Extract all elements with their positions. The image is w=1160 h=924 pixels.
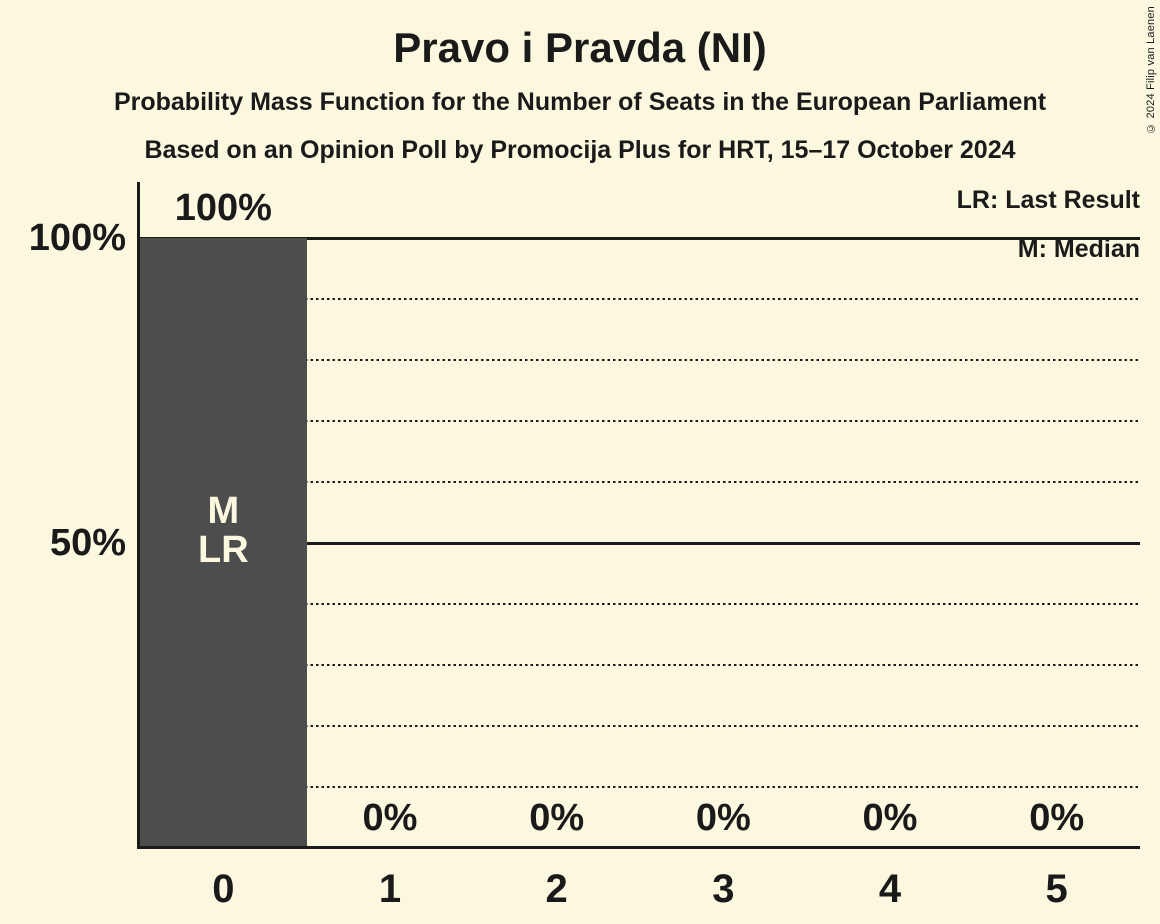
- gridline-dotted-10: [140, 785, 1140, 789]
- bar-seat-0: [140, 238, 307, 848]
- chart-subtitle-line2: Based on an Opinion Poll by Promocija Pl…: [144, 136, 1016, 164]
- chart-subtitle-line1: Probability Mass Function for the Number…: [113, 88, 1047, 116]
- gridline-dotted-20: [140, 724, 1140, 728]
- gridline-dotted-90: [140, 297, 1140, 301]
- bar-value-label-0: 100%: [174, 187, 272, 229]
- gridline-dotted-70: [140, 419, 1140, 423]
- legend-median: M: Median: [1017, 235, 1140, 263]
- x-tick-label-0: 0: [212, 867, 235, 911]
- chart-title: Pravo i Pravda (NI): [393, 24, 767, 71]
- y-axis-label-100: 100%: [28, 217, 126, 259]
- gridline-solid-50: [140, 541, 1140, 545]
- legend-last-result: LR: Last Result: [956, 186, 1140, 214]
- y-axis-label-50: 50%: [49, 522, 126, 564]
- gridline-dotted-60: [140, 480, 1140, 484]
- x-tick-label-5: 5: [1045, 867, 1068, 911]
- bar-annotation-m-lr: M LR: [198, 490, 249, 571]
- x-tick-label-1: 1: [378, 867, 402, 911]
- gridline-dotted-30: [140, 663, 1140, 667]
- gridline-dotted-40: [140, 602, 1140, 606]
- bar-value-label-2: 0%: [529, 797, 585, 839]
- y-axis-line: [137, 182, 140, 849]
- bar-value-label-1: 0%: [362, 797, 418, 839]
- x-tick-label-2: 2: [545, 867, 568, 911]
- bar-value-label-5: 0%: [1029, 797, 1085, 839]
- x-axis-line: [137, 846, 1140, 849]
- x-tick-label-3: 3: [712, 867, 735, 911]
- bar-value-label-4: 0%: [862, 797, 918, 839]
- x-tick-label-4: 4: [878, 867, 902, 911]
- gridline-solid-100: [140, 236, 1140, 240]
- gridline-dotted-80: [140, 358, 1140, 362]
- bar-value-label-3: 0%: [695, 797, 751, 839]
